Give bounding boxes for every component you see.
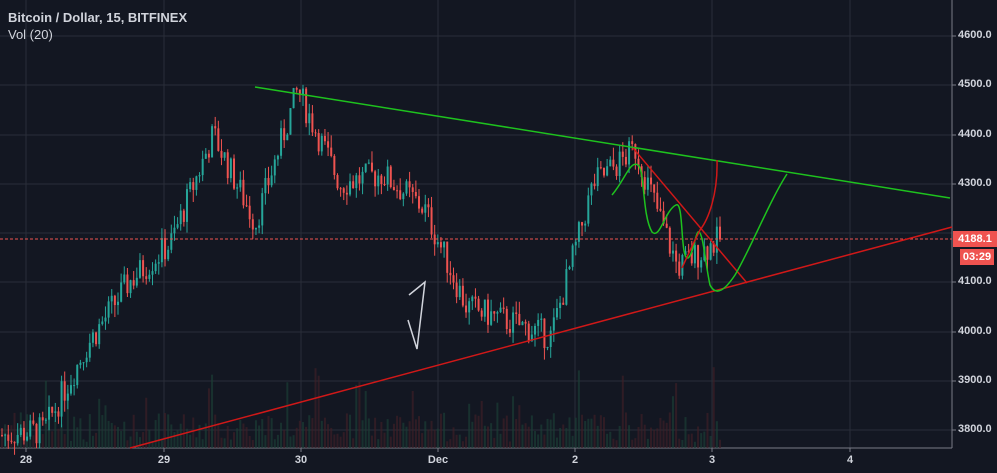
- red-projection-curve: [681, 159, 718, 269]
- time-label: 2: [571, 454, 579, 466]
- price-label: 4400.0: [958, 128, 992, 140]
- current-price-tag: 4188.1: [953, 231, 997, 247]
- time-label: 4: [846, 454, 854, 466]
- price-label: 4100.0: [958, 275, 992, 287]
- price-label: 4600.0: [958, 29, 992, 41]
- price-label: 4000.0: [958, 325, 992, 337]
- price-label: 3900.0: [958, 374, 992, 386]
- bar-countdown-tag: 03:29: [960, 249, 994, 265]
- volume-bars: [1, 367, 721, 448]
- white-wedge: [407, 280, 426, 350]
- time-label: 30: [294, 454, 308, 466]
- chart-legend: Bitcoin / Dollar, 15, BITFINEX Vol (20): [8, 9, 187, 43]
- price-label: 3800.0: [958, 423, 992, 435]
- descending-red-line: [632, 147, 748, 284]
- time-label: Dec: [427, 454, 449, 466]
- time-label: 29: [157, 454, 171, 466]
- lower-trendline: [129, 226, 953, 449]
- time-label: 28: [19, 454, 33, 466]
- price-label: 4500.0: [958, 78, 992, 90]
- green-projection-curve: [611, 163, 788, 292]
- symbol-title[interactable]: Bitcoin / Dollar, 15, BITFINEX: [8, 10, 188, 25]
- price-label: 4300.0: [958, 177, 992, 189]
- upper-trendline: [254, 86, 951, 199]
- volume-indicator-label[interactable]: Vol (20): [8, 27, 53, 42]
- time-label: 3: [708, 454, 716, 466]
- drawings[interactable]: [129, 86, 953, 449]
- grid: [0, 0, 952, 448]
- candlesticks: [1, 84, 721, 455]
